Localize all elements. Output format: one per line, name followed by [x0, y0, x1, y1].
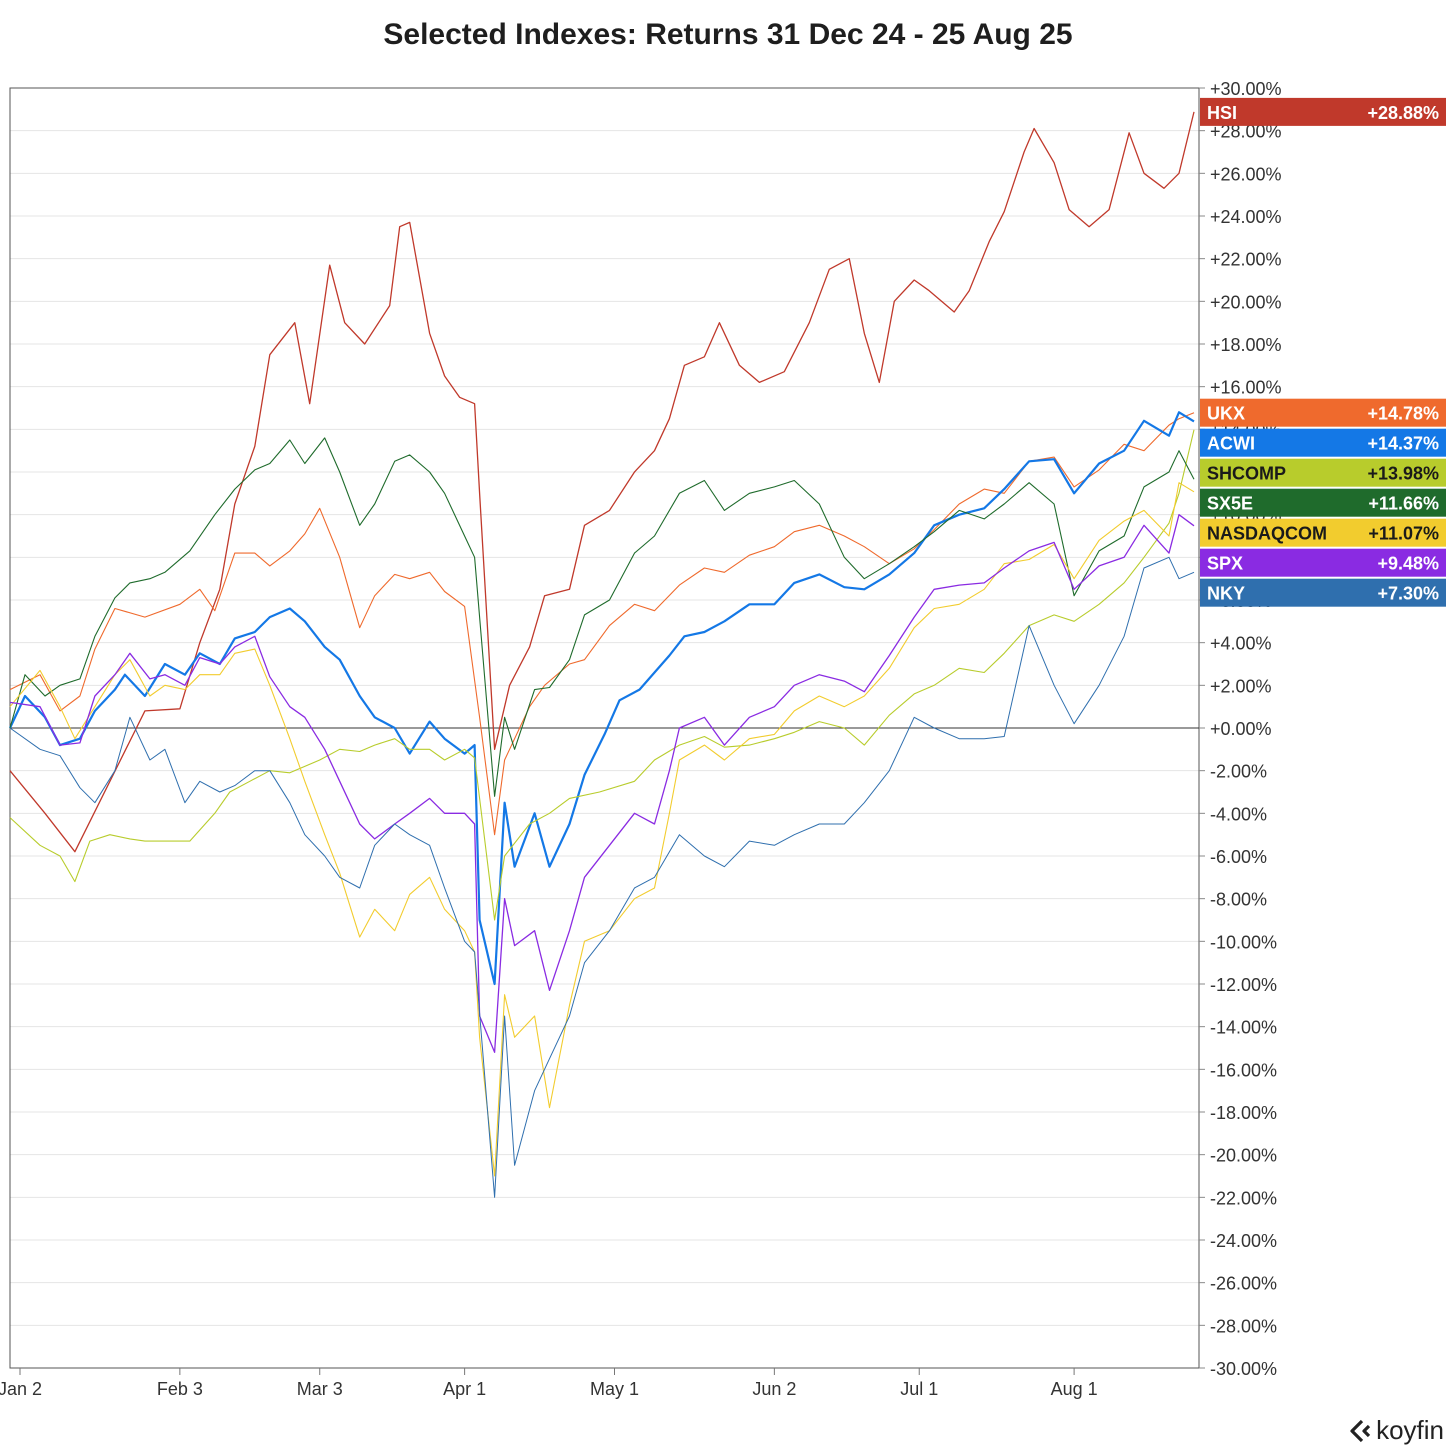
y-tick-label: -8.00%: [1210, 890, 1267, 910]
koyfin-logo-icon: [1350, 1419, 1371, 1442]
y-tick-label: +30.00%: [1210, 79, 1282, 99]
end-label-box: [1200, 488, 1446, 517]
x-axis: Jan 2 Feb 3 Mar 3 Apr 1 May 1 Jun 2 Jul 1 Aug 1: [0, 1368, 1098, 1399]
series-name-label: SPX: [1207, 554, 1243, 574]
y-tick-label: -14.00%: [1210, 1018, 1277, 1038]
y-tick-label: +22.00%: [1210, 250, 1282, 270]
chart-title: Selected Indexes: Returns 31 Dec 24 - 25…: [383, 18, 1073, 51]
y-tick-label: -6.00%: [1210, 847, 1267, 867]
y-tick-label: -24.00%: [1210, 1231, 1277, 1251]
series-name-label: SHCOMP: [1207, 464, 1286, 484]
x-tick-label: Mar 3: [297, 1379, 343, 1399]
series-name-label: NASDAQCOM: [1207, 524, 1327, 544]
y-tick-label: -28.00%: [1210, 1316, 1277, 1336]
series-value-label: +14.78%: [1367, 404, 1439, 424]
series-name-label: SX5E: [1207, 494, 1253, 514]
end-label-box: [1200, 398, 1446, 427]
series-value-label: +14.37%: [1367, 434, 1439, 454]
x-tick-label: Apr 1: [443, 1379, 486, 1399]
series-line-sx5e: [9, 437, 1195, 797]
y-tick-label: -12.00%: [1210, 975, 1277, 995]
series-line-nasdaqcom: [9, 482, 1195, 1177]
end-label-shcomp: SHCOMP +13.98%: [1200, 458, 1446, 487]
x-tick-label: Jul 1: [900, 1379, 938, 1399]
end-label-spx: SPX +9.48%: [1200, 548, 1446, 577]
end-label-box: [1200, 428, 1446, 457]
x-tick-label: Aug 1: [1051, 1379, 1098, 1399]
series-line-spx: [9, 514, 1195, 1053]
koyfin-logo: koyfin: [1348, 1415, 1444, 1446]
series-line-hsi: [9, 111, 1195, 853]
y-tick-label: +2.00%: [1210, 676, 1272, 696]
end-labels: HSI +28.88% UKX +14.78% ACWI +14.37% SHCOMP +13…: [1200, 97, 1446, 607]
y-tick-label: +24.00%: [1210, 207, 1282, 227]
series-name-label: ACWI: [1207, 434, 1255, 454]
y-tick-label: +20.00%: [1210, 292, 1282, 312]
x-tick-label: May 1: [590, 1379, 639, 1399]
end-label-box: [1200, 458, 1446, 487]
y-tick-label: -22.00%: [1210, 1188, 1277, 1208]
gridlines: [10, 87, 1199, 1369]
series-value-label: +7.30%: [1377, 584, 1439, 604]
end-label-ukx: UKX +14.78%: [1200, 398, 1446, 427]
x-tick-label: Feb 3: [157, 1379, 203, 1399]
y-axis: +30.00% +28.00% +26.00% +24.00% +22.00% +20.0…: [1199, 79, 1282, 1379]
series-value-label: +9.48%: [1377, 554, 1439, 574]
end-label-sx5e: SX5E +11.66%: [1200, 488, 1446, 517]
y-tick-label: -4.00%: [1210, 804, 1267, 824]
y-tick-label: -18.00%: [1210, 1103, 1277, 1123]
y-tick-label: -26.00%: [1210, 1274, 1277, 1294]
series-line-ukx: [9, 412, 1195, 836]
y-tick-label: -2.00%: [1210, 762, 1267, 782]
series-value-label: +28.88%: [1367, 103, 1439, 123]
series-value-label: +13.98%: [1367, 464, 1439, 484]
x-tick-label: Jun 2: [752, 1379, 796, 1399]
series-value-label: +11.66%: [1368, 494, 1439, 514]
y-tick-label: +16.00%: [1210, 378, 1282, 398]
y-tick-label: -20.00%: [1210, 1146, 1277, 1166]
x-tick-label: Jan 2: [0, 1379, 42, 1399]
series-line-nky: [9, 556, 1195, 1198]
series-name-label: HSI: [1207, 103, 1237, 123]
y-tick-label: -16.00%: [1210, 1060, 1277, 1080]
end-label-box: [1200, 97, 1446, 126]
y-tick-label: +26.00%: [1210, 164, 1282, 184]
end-label-hsi: HSI +28.88%: [1200, 97, 1446, 126]
series-name-label: UKX: [1207, 404, 1245, 424]
y-tick-label: +28.00%: [1210, 122, 1282, 142]
koyfin-wordmark: koyfin: [1376, 1415, 1444, 1445]
y-tick-label: +4.00%: [1210, 634, 1272, 654]
series-value-label: +11.07%: [1368, 524, 1439, 544]
series-name-label: NKY: [1207, 584, 1245, 604]
end-label-box: [1200, 578, 1446, 607]
y-tick-label: +18.00%: [1210, 335, 1282, 355]
series-layer: [9, 111, 1195, 1198]
y-tick-label: -30.00%: [1210, 1359, 1277, 1379]
end-label-nasdaqcom: NASDAQCOM +11.07%: [1200, 518, 1446, 547]
y-tick-label: -10.00%: [1210, 932, 1277, 952]
series-line-acwi: [9, 411, 1195, 986]
series-line-shcomp: [9, 429, 1195, 921]
end-label-box: [1200, 518, 1446, 547]
y-tick-label: +0.00%: [1210, 719, 1272, 739]
end-label-nky: NKY +7.30%: [1200, 578, 1446, 607]
end-label-acwi: ACWI +14.37%: [1200, 428, 1446, 457]
end-label-box: [1200, 548, 1446, 577]
